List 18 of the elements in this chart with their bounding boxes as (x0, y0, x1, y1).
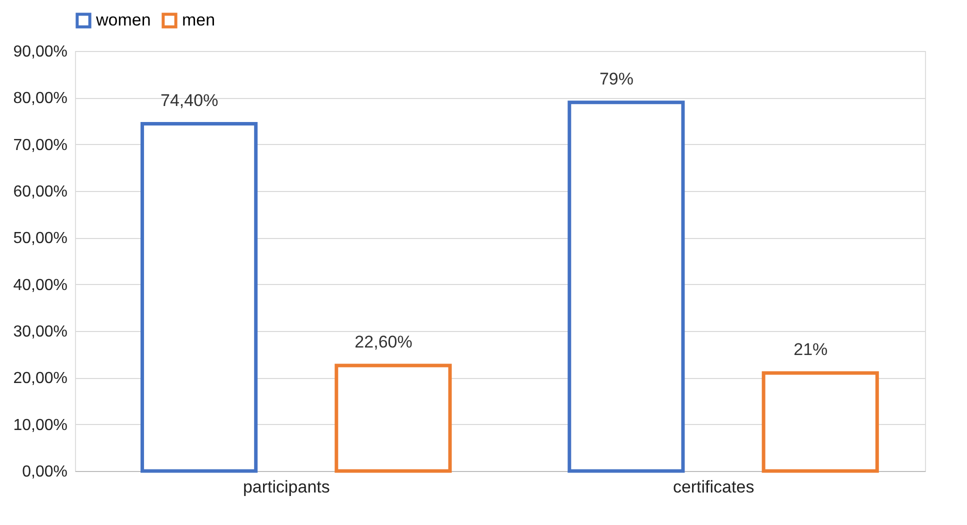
x-tick-label: certificates (672, 478, 754, 496)
y-tick-label: 60,00% (13, 184, 68, 200)
y-tick-label: 30,00% (13, 324, 68, 340)
legend-label: women (95, 10, 151, 30)
data-label: 74,40% (160, 90, 218, 110)
y-tick-label: 10,00% (13, 416, 68, 434)
data-label: 22,60% (354, 332, 412, 352)
y-tick-label: 50,00% (13, 230, 68, 248)
data-label: 21% (794, 340, 828, 359)
y-tick-label: 80,00% (13, 90, 68, 108)
data-label: 79% (599, 69, 634, 88)
y-tick-label: 0,00% (22, 464, 68, 480)
y-tick-label: 70,00% (13, 136, 68, 154)
x-tick-label: participants (242, 478, 330, 496)
y-tick-label: 40,00% (13, 276, 68, 294)
legend-label: men (182, 10, 216, 30)
y-tick-label: 90,00% (13, 44, 68, 60)
y-tick-label: 20,00% (13, 370, 68, 388)
